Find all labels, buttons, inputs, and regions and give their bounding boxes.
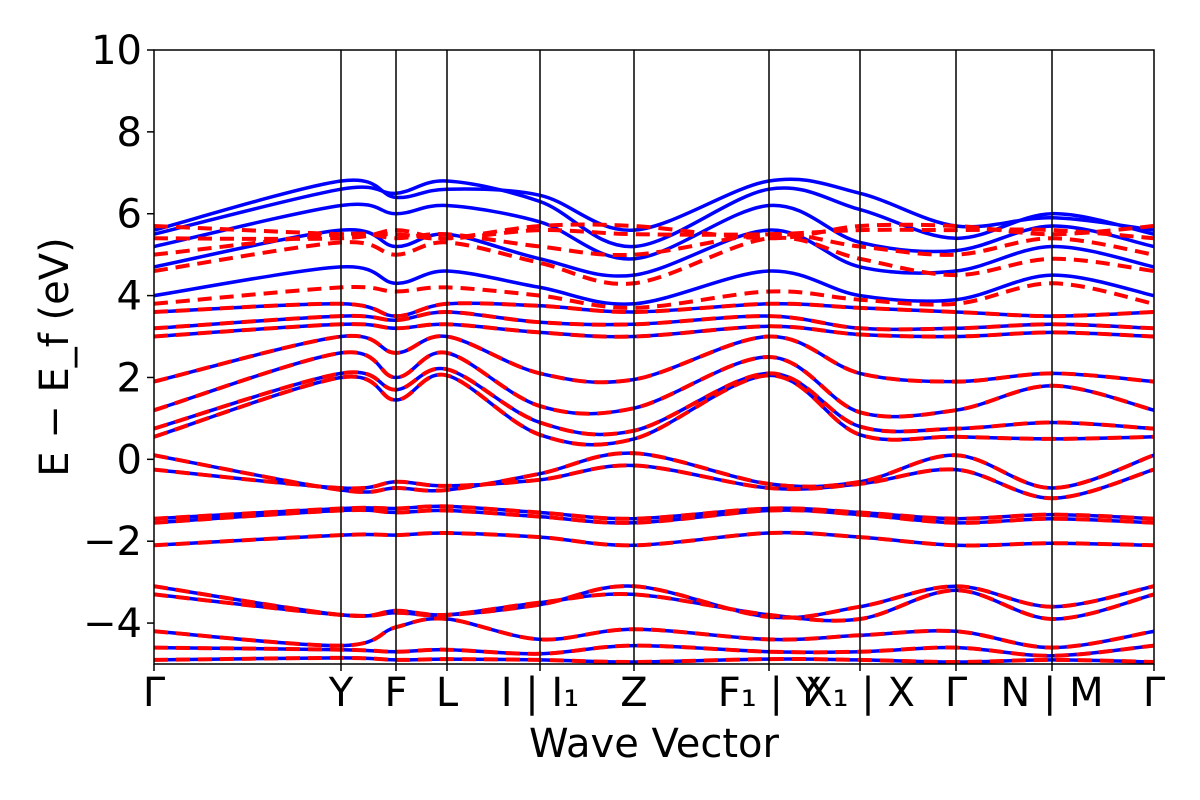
dashed-band-15 [154,309,1154,332]
y-tick-label: 6 [117,192,142,238]
dashed-band-5 [154,530,1154,548]
k-point-label: L [436,670,459,716]
k-point-label: Γ [143,670,166,716]
k-point-label: Z [620,670,647,716]
dashed-band-13 [154,333,1154,385]
dashed-band-4 [154,584,1154,620]
dashed-band-0 [154,655,1154,664]
k-point-label: F₁ | Y [718,670,821,716]
dashed-band-7 [154,504,1154,521]
k-point-label: Y [328,670,354,716]
solid-band-17 [154,265,1154,306]
k-point-label: Γ [945,670,968,716]
k-point-label: N | M [1000,670,1103,716]
dashed-band-21 [154,222,1154,241]
plot-frame [153,49,1155,665]
k-point-label: Γ [1143,670,1166,716]
y-axis-title: E − E_f (eV) [32,237,78,476]
dashed-band-9 [154,451,1154,494]
y-tick-label: 4 [117,274,142,320]
k-point-label: F [384,670,407,716]
dashed-band-10 [154,372,1154,447]
dashed-band-6 [154,508,1154,525]
y-tick-label: 10 [91,28,142,74]
plot-background [154,50,1154,664]
solid-band-20 [154,179,1154,249]
dashed-band-19 [154,231,1154,258]
k-point-label: X₁ | X [805,670,915,716]
y-tick-label: −2 [83,519,142,565]
dashed-band-17 [154,281,1154,310]
y-tick-label: 8 [117,110,142,156]
solid-band-21 [154,177,1154,232]
dashed-band-1 [154,643,1154,658]
k-point-label: I | I₁ [501,670,580,716]
k-point-lines [340,50,1053,664]
dashed-band-14 [154,322,1154,339]
y-ticks: 10 8 6 4 2 0 −2 −4 [83,28,154,647]
y-tick-label: 2 [117,355,142,401]
y-tick-label: −4 [83,601,142,647]
y-tick-label: 0 [117,437,142,483]
x-axis-title: Wave Vector [529,721,780,767]
solid-band-19 [154,202,1154,261]
dashed-band-12 [154,350,1154,419]
dashed-band-8 [154,463,1154,501]
